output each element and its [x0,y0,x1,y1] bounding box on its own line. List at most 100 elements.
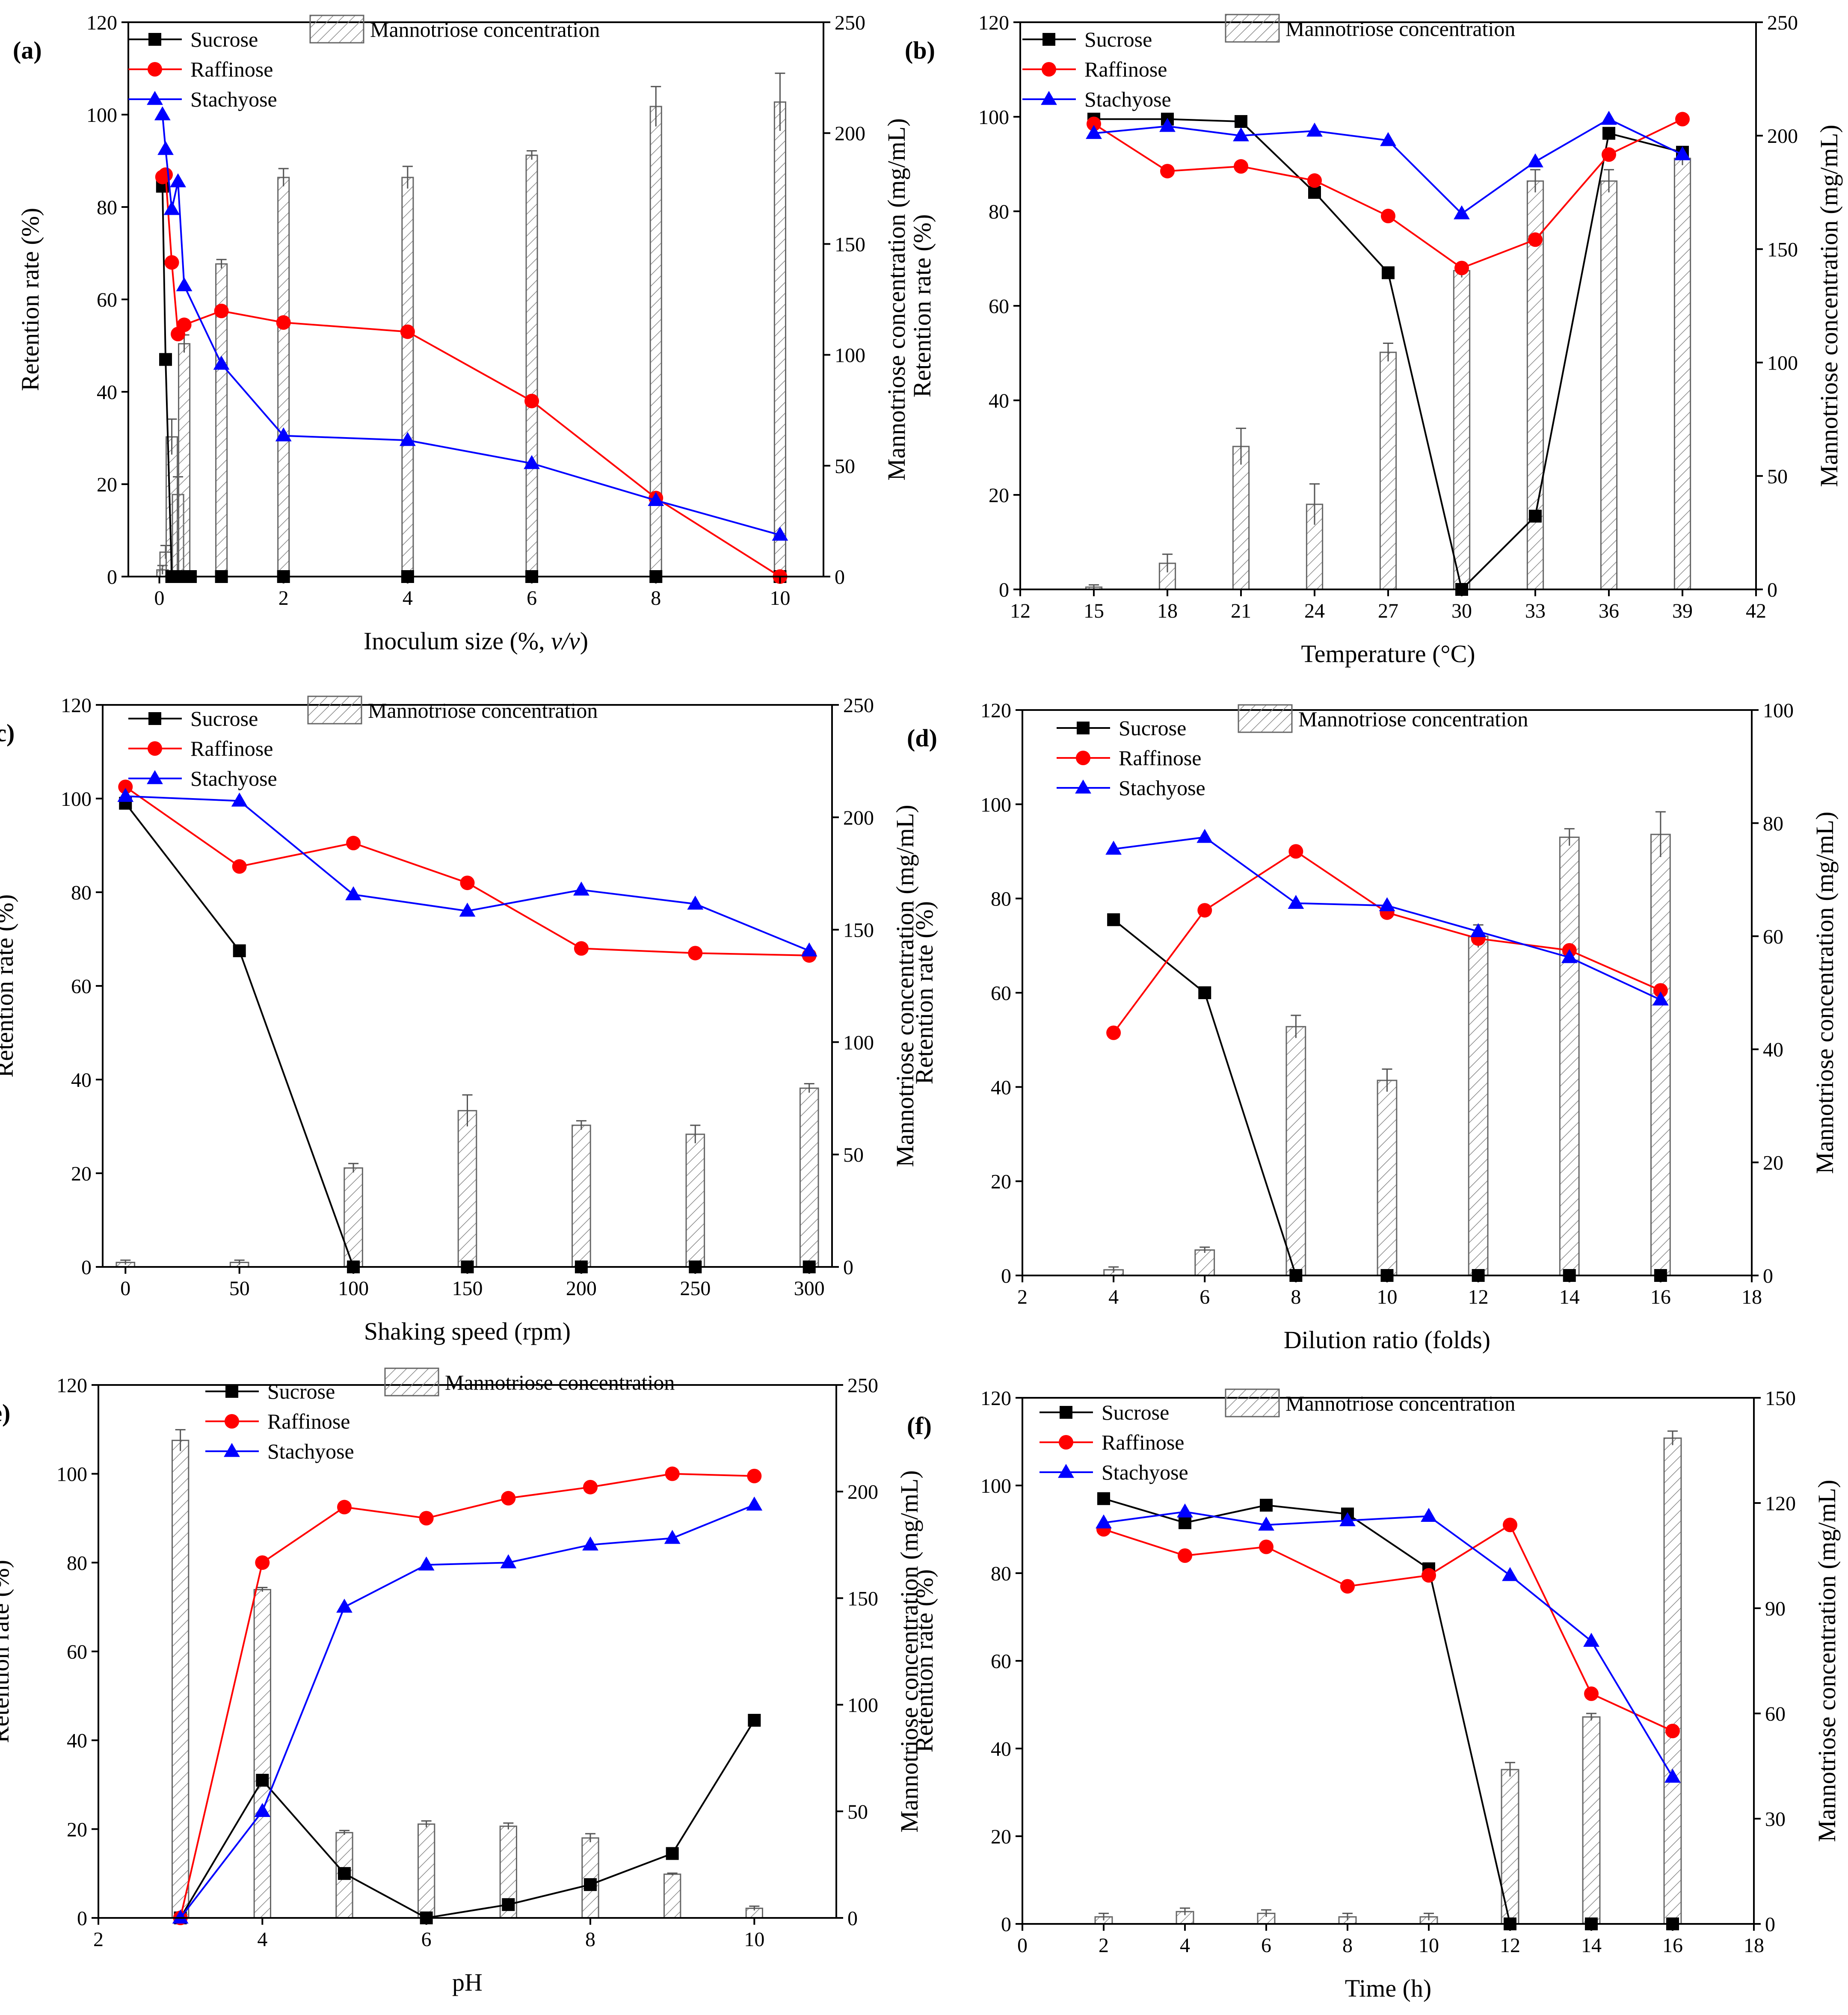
legend-marker-raffinose [148,62,162,77]
stachyose-point [1664,1769,1681,1783]
y2-tick-label: 60 [1763,926,1783,948]
y2-tick-label: 40 [1763,1039,1783,1061]
stachyose-point [746,1496,763,1511]
legend-marker-sucrose [148,33,161,46]
stachyose-point [154,106,171,121]
x-tick-label: 18 [1157,600,1178,622]
legend-marker-stachyose [224,1443,240,1457]
y-tick-label: 100 [61,788,92,811]
stachyose-point [524,455,540,469]
x-tick-label: 18 [1741,1286,1762,1308]
mannotriose-bar [663,1873,681,1919]
y2-tick-label: 80 [1763,812,1783,835]
stachyose-point [1196,828,1213,843]
y2-tick-label: 150 [835,233,865,256]
x-tick-label: 39 [1672,600,1693,622]
raffinose-point [1160,164,1175,179]
raffinose-point [1178,1548,1192,1563]
y-tick-label: 60 [97,289,117,311]
x-tick-label: 8 [1291,1286,1301,1308]
mannotriose-bar [1232,446,1250,590]
y2-tick-label: 60 [1765,1703,1786,1725]
panel-label: (a) [13,36,42,64]
raffinose-point [1234,159,1248,174]
panel-label: (b) [905,36,935,64]
x-tick-label: 2 [1099,1934,1109,1957]
stachyose-point [1674,146,1691,160]
x-tick-label: 50 [229,1277,250,1300]
legend-label-raffinose: Raffinose [190,737,273,760]
raffinose-point [1503,1518,1517,1533]
y2-tick-label: 30 [1765,1808,1786,1831]
mannotriose-bar [1285,1026,1306,1276]
mannotriose-bar [1379,352,1397,590]
stachyose-point [1380,132,1396,146]
stachyose-point [1454,205,1470,219]
y-tick-label: 0 [81,1256,92,1279]
legend-bar-swatch [1225,1388,1280,1417]
panels: 0 2 4 6 8 10020406080100120050100150200250Ino… [0,12,1843,2002]
legend-label-stachyose: Stachyose [190,766,277,790]
y-tick-label: 60 [67,1641,87,1663]
mannotriose-bar [401,177,414,577]
raffinose-point [1584,1686,1599,1701]
x-tick-label: 4 [403,587,413,610]
legend-bar-swatch [1225,14,1280,43]
x-tick-label: 8 [651,587,661,610]
legend-label-stachyose: Stachyose [267,1439,354,1463]
x-tick-label: 10 [744,1928,764,1951]
x-tick-label: 24 [1304,600,1325,622]
y-tick-label: 20 [67,1818,87,1841]
y2-tick-label: 200 [1767,125,1798,148]
legend-label-stachyose: Stachyose [1119,776,1205,800]
x-tick-label: 27 [1378,600,1398,622]
legend-marker-raffinose [1076,751,1090,765]
stachyose-point [345,886,361,900]
legend-bar-swatch [307,695,362,725]
y-tick-label: 100 [978,106,1009,129]
x-tick-label: 21 [1231,600,1251,622]
x-tick-label: 0 [120,1277,130,1300]
stachyose-point [1601,110,1617,125]
raffinose-point [419,1511,434,1526]
stachyose-point [213,355,230,370]
legend-label-raffinose: Raffinose [1102,1430,1184,1454]
x-tick-label: 2 [93,1928,104,1951]
y2-tick-label: 150 [1765,1387,1796,1410]
y-tick-label: 80 [71,882,92,904]
y-tick-label: 60 [991,982,1011,1005]
y-axis-title: Retention rate (%) [16,208,44,391]
x-tick-label: 0 [1017,1934,1028,1957]
raffinose-point [501,1491,516,1506]
legend-marker-sucrose [1042,33,1055,46]
legend-label-sucrose: Sucrose [190,27,258,51]
legend-label-sucrose: Sucrose [1084,27,1152,51]
mannotriose-bar [525,154,538,577]
chart-panel-b: 12 15 18 21 24 27 30 33 36 39 42020406080100120050… [905,12,1843,668]
mannotriose-bar [172,1440,190,1919]
sucrose-point [1107,913,1120,926]
legend-label-stachyose: Stachyose [1084,87,1171,111]
panel-label: (f) [907,1412,932,1440]
stachyose-point [157,141,174,155]
legend-label-mannotriose: Mannotriose concentration [1285,1391,1515,1415]
y2-axis-title: Mannotriose concentration (mg/mL) [1815,124,1843,487]
stachyose-point [275,427,292,441]
y-tick-label: 40 [67,1730,87,1752]
sucrose-point [748,1713,761,1727]
legend-marker-sucrose [1077,722,1090,734]
y2-tick-label: 250 [843,694,874,717]
raffinose-point [1665,1724,1680,1738]
stachyose-point [459,902,476,917]
x-tick-label: 36 [1599,600,1619,622]
stachyose-point [1233,127,1249,142]
y-tick-label: 80 [989,201,1009,223]
legend-bar-swatch [384,1367,439,1397]
y2-tick-label: 100 [835,344,865,367]
sucrose-point [1308,186,1321,199]
y2-tick-label: 50 [835,455,855,478]
y2-tick-label: 0 [847,1907,858,1930]
stachyose-point [1159,118,1176,132]
stachyose-point [1339,1512,1356,1527]
legend-label-mannotriose: Mannotriose concentration [445,1370,675,1394]
